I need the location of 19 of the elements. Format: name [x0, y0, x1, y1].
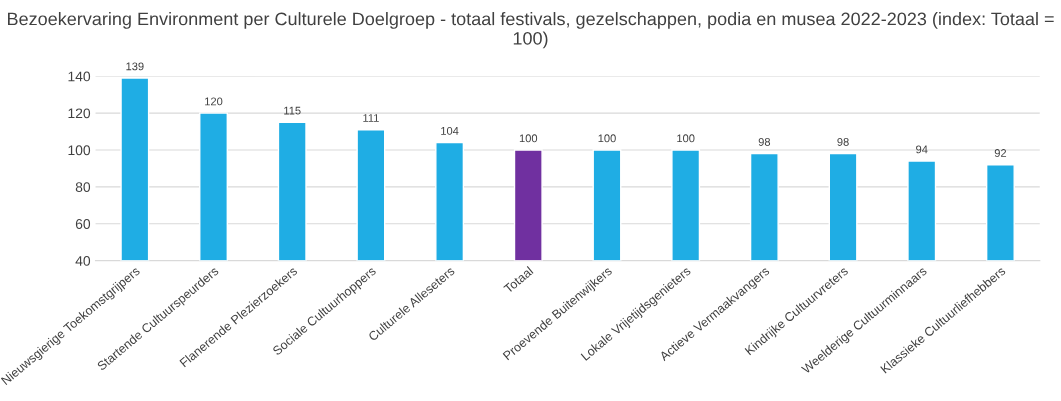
data-label: 100 — [677, 134, 695, 143]
data-label: 98 — [758, 138, 771, 146]
data-label: 100 — [598, 134, 616, 143]
y-tick-label: 140 — [68, 71, 91, 82]
data-label: 115 — [284, 106, 301, 115]
y-tick-label: 80 — [75, 182, 91, 193]
y-tick-label: 100 — [68, 145, 91, 156]
data-label: 139 — [126, 62, 144, 71]
data-label: 98 — [837, 138, 849, 146]
data-label: 100 — [519, 134, 538, 143]
data-label: 111 — [363, 114, 379, 122]
data-label: 94 — [916, 145, 928, 154]
chart-title: Bezoekervaring Environment per Culturele Doelgroep - totaal festivals, gezelschappen, podia en musea 2022-2023 (index: Totaal = 100) — [8, 12, 1054, 49]
y-tick-label: 40 — [75, 255, 91, 266]
y-tick-label: 120 — [68, 108, 91, 119]
data-label: 120 — [205, 97, 223, 106]
data-label: 92 — [994, 149, 1007, 157]
data-label: 104 — [441, 126, 459, 135]
y-tick-label: 60 — [75, 219, 91, 229]
